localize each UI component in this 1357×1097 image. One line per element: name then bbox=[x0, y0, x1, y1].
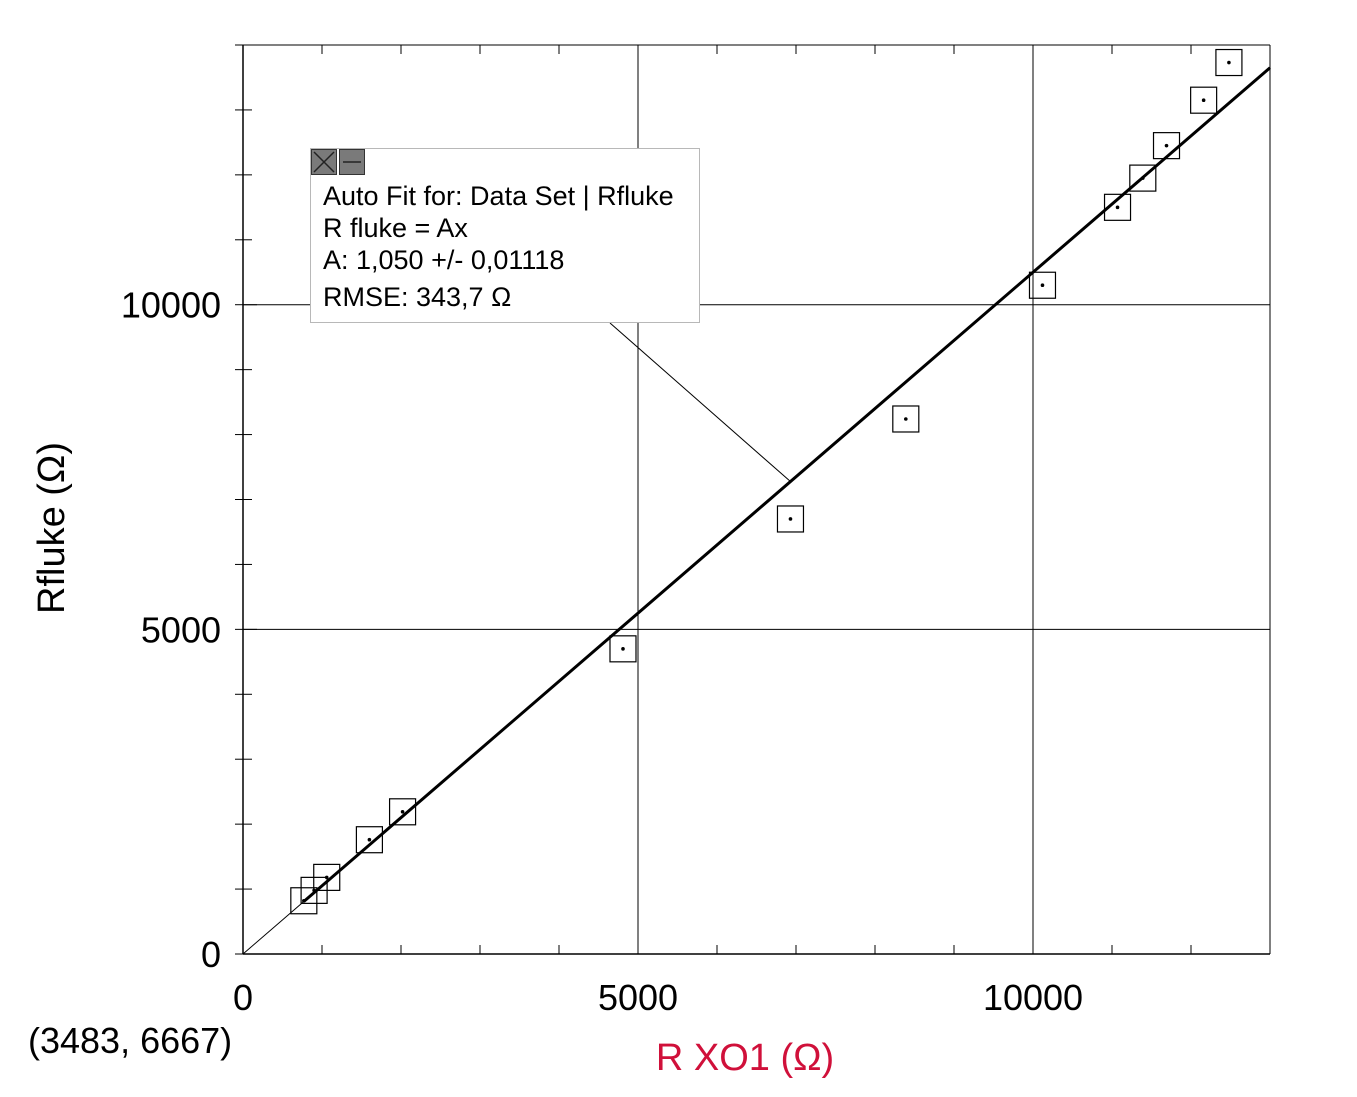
data-point-dot bbox=[1141, 176, 1145, 180]
coordinate-readout: (3483, 6667) bbox=[28, 1020, 233, 1061]
y-tick-label: 5000 bbox=[141, 609, 221, 650]
minimize-icon[interactable] bbox=[339, 149, 365, 175]
x-axis-title: R XO1 (Ω) bbox=[656, 1037, 834, 1079]
fit-title: Auto Fit for: Data Set | Rfluke bbox=[323, 181, 674, 211]
fit-line bbox=[302, 66, 1271, 903]
data-point-dot bbox=[302, 898, 306, 903]
data-point-marker bbox=[892, 405, 920, 433]
data-point bbox=[1190, 86, 1218, 114]
data-point-dot bbox=[1115, 205, 1120, 210]
data-point bbox=[1152, 132, 1181, 160]
data-point-marker bbox=[609, 635, 637, 663]
data-point-marker bbox=[1028, 271, 1057, 299]
data-point-marker bbox=[1152, 132, 1181, 160]
data-point-marker bbox=[776, 505, 805, 533]
data-point bbox=[1215, 48, 1243, 77]
data-point bbox=[1129, 164, 1157, 192]
tick-labels: 0 5000 10000 0 5000 10000 bbox=[121, 285, 1083, 1018]
x-tick-label: 0 bbox=[233, 977, 253, 1018]
y-axis-title: Rfluke (Ω) bbox=[31, 442, 73, 614]
data-point-dot bbox=[1164, 143, 1169, 148]
y-tick-label: 0 bbox=[201, 934, 221, 975]
data-point-marker bbox=[1190, 86, 1218, 114]
x-tick-label: 5000 bbox=[598, 977, 678, 1018]
x-tick-label: 10000 bbox=[983, 977, 1083, 1018]
fit-layer bbox=[242, 66, 1271, 955]
data-point-marker bbox=[1103, 193, 1132, 221]
fit-line-extension bbox=[242, 901, 305, 955]
data-point-dot bbox=[904, 417, 908, 421]
data-point bbox=[313, 863, 341, 891]
data-point-marker bbox=[290, 887, 318, 915]
y-tick-label: 10000 bbox=[121, 285, 221, 326]
data-point-marker bbox=[1215, 48, 1243, 77]
data-point-dot bbox=[400, 810, 405, 814]
data-points bbox=[290, 48, 1243, 915]
data-point-dot bbox=[788, 517, 793, 521]
data-point-dot bbox=[1040, 283, 1045, 288]
axis-ticks bbox=[235, 44, 1271, 955]
fit-equation: R fluke = Ax bbox=[323, 213, 468, 243]
data-point bbox=[1028, 271, 1057, 299]
data-point-dot bbox=[324, 875, 329, 880]
data-point-dot bbox=[1227, 60, 1231, 65]
data-point bbox=[1103, 193, 1132, 221]
auto-fit-box[interactable]: Auto Fit for: Data Set | Rfluke R fluke … bbox=[310, 148, 700, 323]
data-point-marker bbox=[313, 863, 341, 891]
data-point bbox=[355, 826, 383, 854]
fit-box-leader bbox=[609, 322, 791, 482]
data-point-dot bbox=[621, 647, 625, 651]
data-point bbox=[892, 405, 920, 433]
data-point-marker bbox=[355, 826, 383, 854]
fit-parameter: A: 1,050 +/- 0,01118 bbox=[323, 245, 565, 275]
close-icon[interactable] bbox=[311, 149, 337, 175]
data-point bbox=[776, 505, 805, 533]
data-point-dot bbox=[1201, 98, 1206, 102]
fit-rmse: RMSE: 343,7 Ω bbox=[323, 282, 512, 312]
data-point bbox=[609, 635, 637, 663]
data-point-marker bbox=[1129, 164, 1157, 192]
data-point-marker bbox=[388, 798, 417, 826]
data-point-dot bbox=[367, 837, 372, 842]
data-point bbox=[388, 798, 417, 826]
data-point bbox=[290, 887, 318, 915]
